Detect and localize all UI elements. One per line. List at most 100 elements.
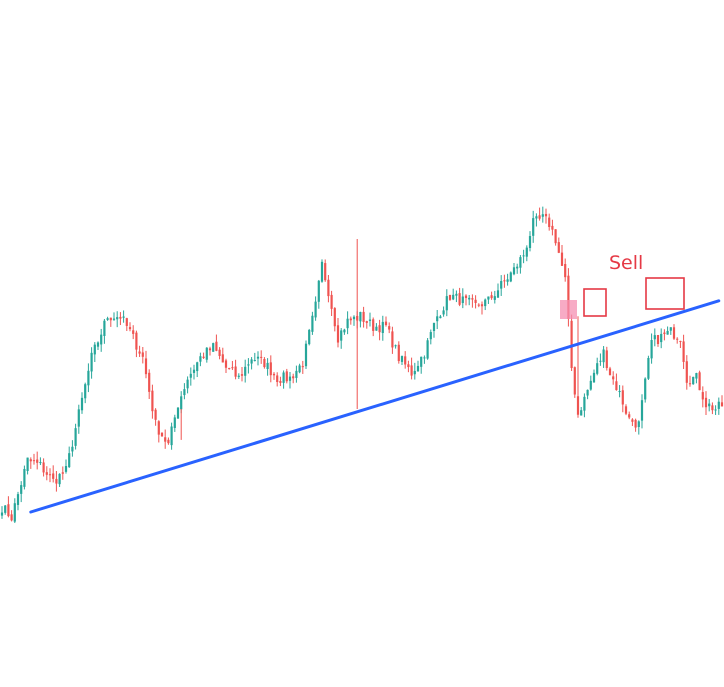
candle-body xyxy=(480,304,484,307)
candle-body xyxy=(116,317,119,320)
candle-body xyxy=(663,332,666,335)
candle-body xyxy=(84,384,87,399)
candle-body xyxy=(7,504,10,517)
candle-body xyxy=(141,352,144,357)
candle-body xyxy=(624,406,628,414)
candle-body xyxy=(343,329,346,333)
candle-body xyxy=(589,380,592,390)
candle-body xyxy=(23,468,26,487)
candle-body xyxy=(455,293,458,296)
candle-body xyxy=(218,349,221,356)
candle-body xyxy=(234,366,237,377)
candle-body xyxy=(682,341,685,362)
candle-body xyxy=(506,279,509,282)
candle-body xyxy=(26,457,29,472)
candle-body xyxy=(167,439,170,444)
candle-body xyxy=(186,379,189,389)
candle-body xyxy=(672,327,676,339)
candle-body xyxy=(471,298,474,300)
candle-body xyxy=(132,330,135,334)
candle-body xyxy=(237,375,240,377)
candle-body xyxy=(500,281,503,289)
candle-body xyxy=(298,365,301,373)
candle-body xyxy=(541,214,544,217)
candle-body xyxy=(333,308,336,327)
candle-body xyxy=(32,460,36,462)
candle-body xyxy=(477,304,480,306)
candle-body xyxy=(493,296,496,300)
candle-body xyxy=(176,407,180,419)
candle-body xyxy=(442,310,445,315)
candle-body xyxy=(634,419,637,428)
candle-body xyxy=(445,296,448,311)
candle-body xyxy=(647,358,650,379)
candle-body xyxy=(52,473,55,479)
candle-body xyxy=(16,494,20,505)
candle-body xyxy=(490,295,493,299)
candle-body xyxy=(410,365,413,376)
candle-body xyxy=(384,321,388,326)
candle-body xyxy=(192,369,196,373)
candle-body xyxy=(349,318,352,321)
candle-body xyxy=(391,331,394,348)
candle-body xyxy=(269,362,272,376)
candle-body xyxy=(253,360,256,362)
candle-body xyxy=(77,409,80,427)
candle-body xyxy=(368,319,372,321)
candle-body xyxy=(336,325,340,343)
candle-body xyxy=(669,327,672,331)
candle-body xyxy=(266,362,269,370)
candle-body xyxy=(87,370,90,386)
candle-body xyxy=(372,319,375,331)
candle-body xyxy=(362,311,365,322)
candle-body xyxy=(202,356,205,358)
candle-body xyxy=(698,372,701,391)
candle-body xyxy=(423,357,426,359)
candle-body xyxy=(557,242,560,253)
candle-body xyxy=(250,359,253,364)
candle-body xyxy=(42,462,45,473)
candle-body xyxy=(685,361,688,383)
candle-body xyxy=(256,356,260,359)
candle-body xyxy=(692,376,695,385)
candle-body xyxy=(208,348,212,351)
candle-body xyxy=(39,462,42,464)
candle-body xyxy=(666,330,669,335)
candle-body xyxy=(157,421,160,435)
retest-box xyxy=(645,277,685,310)
candle-body xyxy=(68,453,71,468)
candle-body xyxy=(583,396,586,411)
breakout-zone xyxy=(560,300,577,319)
candle-body xyxy=(122,316,125,318)
candle-body xyxy=(317,280,320,302)
candle-body xyxy=(432,322,436,331)
candle-body xyxy=(618,391,621,393)
candle-body xyxy=(448,294,452,300)
candle-body xyxy=(119,316,122,319)
candle-body xyxy=(695,373,698,379)
candle-body xyxy=(96,342,100,347)
candle-body xyxy=(544,213,548,217)
candle-body xyxy=(516,266,519,269)
candle-body xyxy=(538,215,541,219)
candle-body xyxy=(61,472,64,474)
candle-body xyxy=(13,503,16,522)
candle-body xyxy=(196,362,199,372)
candle-body xyxy=(183,389,186,396)
candle-body xyxy=(324,263,327,281)
candle-body xyxy=(240,374,244,376)
candle-body xyxy=(621,390,624,405)
candle-body xyxy=(109,317,112,321)
candle-body xyxy=(628,414,631,418)
candle-body xyxy=(199,356,202,362)
candle-body xyxy=(474,299,477,303)
candle-body xyxy=(608,368,612,376)
candle-body xyxy=(436,316,439,322)
candle-body xyxy=(212,343,215,352)
candle-body xyxy=(548,217,551,228)
candle-body xyxy=(522,255,525,257)
candle-body xyxy=(429,332,432,340)
candle-body xyxy=(180,396,183,410)
